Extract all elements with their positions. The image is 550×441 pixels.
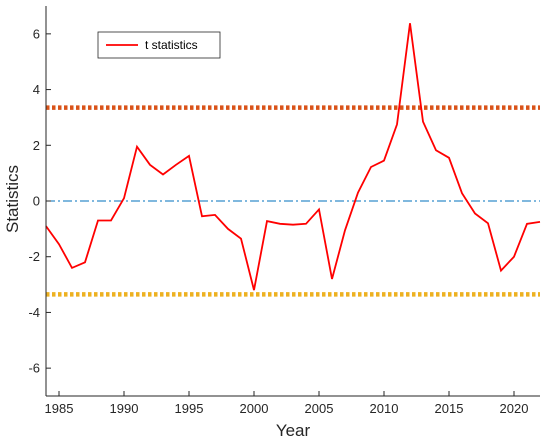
y-tick-label-6: 6 [33, 26, 40, 41]
y-axis-ticks: -6 -4 -2 0 2 4 6 [28, 26, 51, 376]
x-tick-label-2020: 2020 [500, 401, 529, 416]
x-tick-label-2015: 2015 [435, 401, 464, 416]
x-tick-label-1990: 1990 [110, 401, 139, 416]
x-tick-label-1995: 1995 [175, 401, 204, 416]
x-axis-ticks: 1985 1990 1995 2000 2005 2010 2015 2020 [45, 391, 529, 416]
y-axis-label: Statistics [3, 165, 22, 233]
x-tick-label-2005: 2005 [305, 401, 334, 416]
y-tick-label-2: 2 [33, 138, 40, 153]
y-tick-label--2: -2 [28, 249, 40, 264]
legend: t statistics [97, 31, 221, 59]
series-layer [45, 23, 541, 291]
reference-lines [46, 105, 540, 297]
y-tick-label--4: -4 [28, 305, 40, 320]
legend-label-t-statistics: t statistics [145, 38, 198, 52]
x-axis-label: Year [276, 421, 311, 440]
series-line-0 [45, 23, 541, 291]
y-tick-label--6: -6 [28, 361, 40, 376]
y-tick-label-4: 4 [33, 82, 40, 97]
x-tick-label-1985: 1985 [45, 401, 74, 416]
plot-area [45, 6, 541, 397]
y-tick-label-0: 0 [33, 194, 40, 209]
x-tick-label-2000: 2000 [240, 401, 269, 416]
x-tick-label-2010: 2010 [370, 401, 399, 416]
